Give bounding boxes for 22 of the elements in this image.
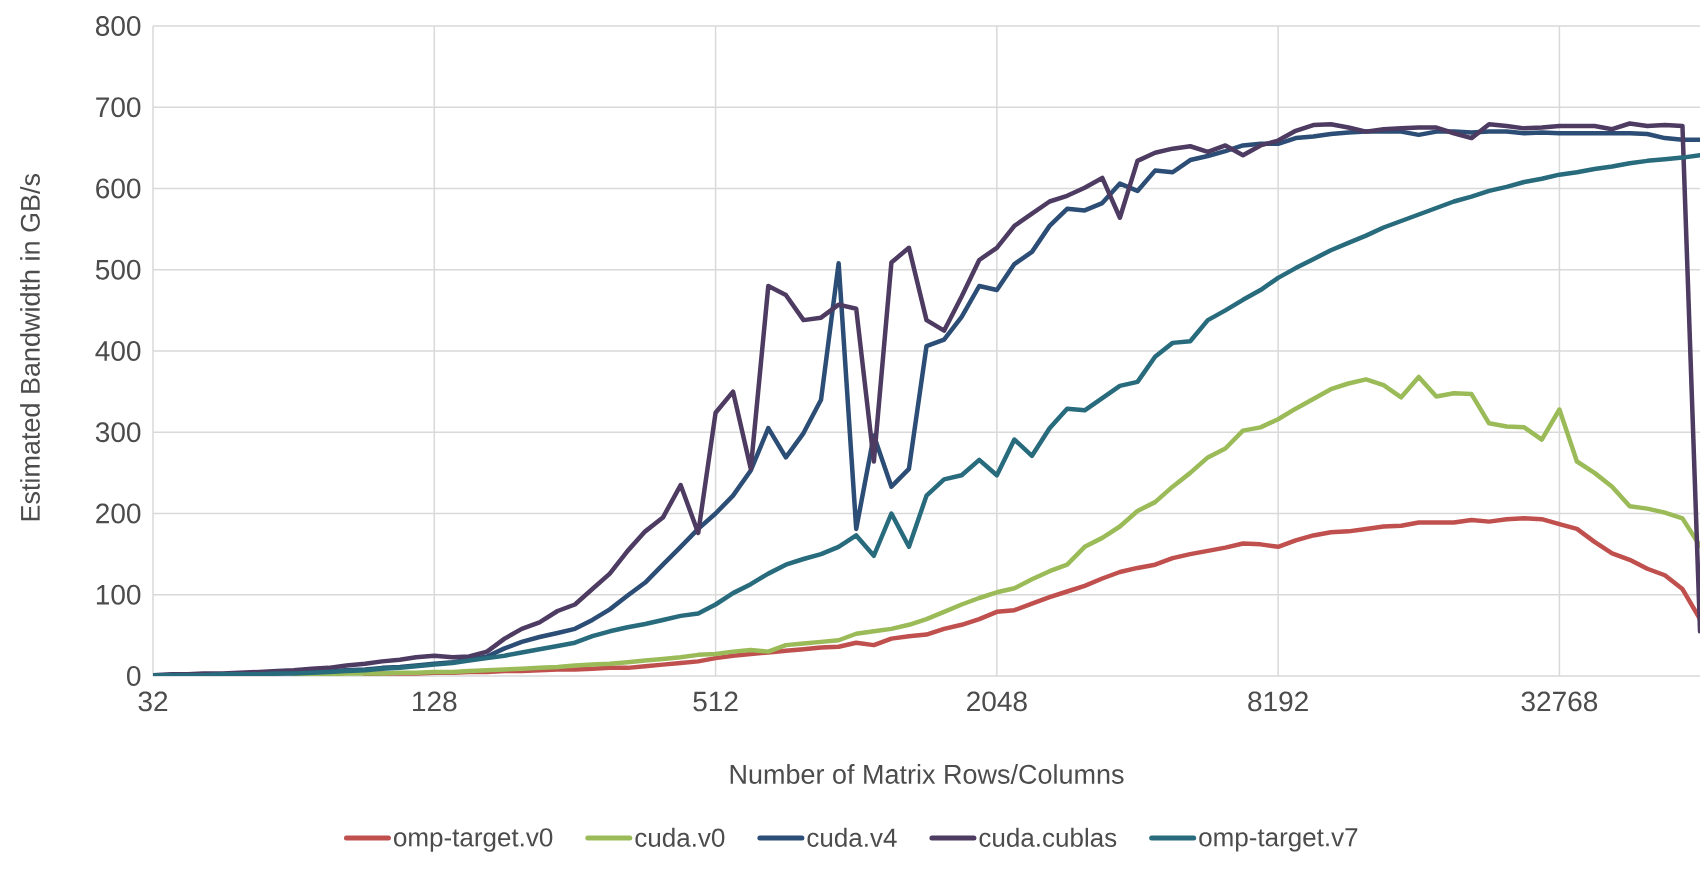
y-tick-label: 200 [96,503,141,524]
x-tick-label: 8192 [1248,691,1308,712]
legend-label: omp-target.v0 [394,828,553,852]
x-tick-label: 512 [693,691,738,712]
legend-label: omp-target.v7 [1199,828,1358,852]
y-tick-label: 0 [127,666,141,686]
y-tick-label: 500 [95,259,141,280]
legend-label: cuda.v0 [635,827,725,847]
legend-label: cuda.cublas [979,827,1117,847]
y-tick-label: 100 [96,584,141,605]
x-tick-label: 128 [413,691,457,712]
x-tick-label: 2048 [967,691,1027,712]
x-axis-title: Number of Matrix Rows/Columns [730,764,1124,784]
x-tick-label: 32768 [1521,691,1598,712]
y-tick-label: 600 [96,178,141,199]
legend-label: cuda.v4 [807,827,897,847]
y-tick-label: 300 [95,422,141,443]
y-tick-label: 700 [96,97,141,118]
x-tick-label: 32 [138,691,168,712]
y-axis-title: Estimated Bandwidth in GB/s [20,173,40,521]
y-tick-label: 400 [95,341,141,361]
y-tick-label: 800 [95,16,141,36]
